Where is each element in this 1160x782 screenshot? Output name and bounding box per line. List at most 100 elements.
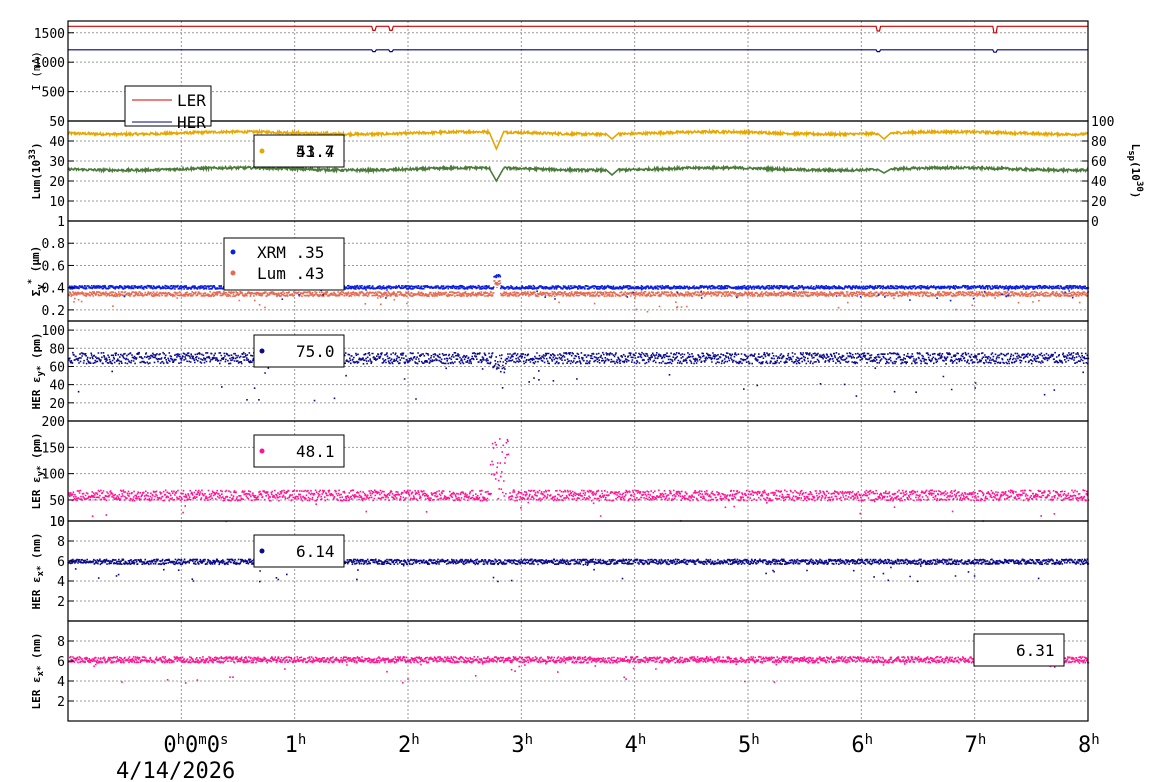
legend-value: 6.31 xyxy=(1016,641,1055,660)
legend-value-lum-2: 41.4 xyxy=(296,142,335,161)
scatter-series-points xyxy=(68,656,1090,684)
scatter-series-points xyxy=(68,558,1090,583)
y-tick-label: 10 xyxy=(49,515,65,530)
lum-series-line xyxy=(67,127,1089,151)
scatter-series-points xyxy=(68,351,1090,402)
legend-marker xyxy=(259,348,265,354)
y2-tick-label: 80 xyxy=(1091,135,1107,150)
x-tick-label: 5h xyxy=(738,732,760,758)
panel-frame xyxy=(67,220,1089,322)
y-tick-label: 40 xyxy=(49,379,65,394)
x-tick-label: 6h xyxy=(851,732,873,758)
legend-label-lum-size: Lum .43 xyxy=(257,264,324,283)
y-tick-label: 30 xyxy=(49,155,65,170)
scatter-series-points xyxy=(68,438,1090,523)
y-tick-label: 8 xyxy=(57,535,65,550)
y-tick-label: 1000 xyxy=(34,56,65,71)
legend-value: 6.14 xyxy=(296,542,335,561)
y-tick-label: 0.4 xyxy=(42,282,66,297)
current-legend xyxy=(124,85,212,127)
panel-frame xyxy=(67,320,1089,422)
y-tick-label: 0.2 xyxy=(42,304,65,319)
y-tick-label: 1500 xyxy=(34,27,65,42)
x-tick-label: 8h xyxy=(1078,732,1100,758)
y-tick-label: 20 xyxy=(49,397,65,412)
y-tick-label: 150 xyxy=(42,441,65,456)
y-axis-label: I (mA) xyxy=(30,51,43,91)
y-axis-label: LER εx* (nm) xyxy=(30,632,46,709)
date-label: 4/14/2026 xyxy=(116,759,235,782)
y-tick-label: 100 xyxy=(42,468,65,483)
y2-axis-label: Lsp(1030) xyxy=(1126,144,1144,199)
y-tick-label: 200 xyxy=(42,415,65,430)
y2-tick-label: 20 xyxy=(1091,195,1107,210)
legend-marker xyxy=(259,448,265,454)
y-axis-label: Lum(1033) xyxy=(28,142,43,199)
y-tick-label: 20 xyxy=(49,175,65,190)
legend-marker-xrm xyxy=(230,249,236,255)
y2-tick-label: 100 xyxy=(1091,115,1114,130)
y-tick-label: 8 xyxy=(57,635,65,650)
y-tick-label: 50 xyxy=(49,115,65,130)
y2-tick-label: 0 xyxy=(1091,215,1099,230)
legend-layer: LER HER 53.741.4 XRM .35 Lum .43 75.0 48.1 6.14… xyxy=(124,85,1065,667)
value-legend xyxy=(253,434,345,468)
x-tick-label: 4h xyxy=(625,732,647,758)
legend-value-lum-1: 53.7 xyxy=(296,142,335,161)
data-layer xyxy=(67,25,1090,684)
y-axis-label: Σy* (μm) xyxy=(27,246,46,297)
legend-marker-lum xyxy=(259,148,265,154)
y-tick-label: 4 xyxy=(57,675,65,690)
value-legend xyxy=(973,633,1065,667)
y-tick-label: 60 xyxy=(49,360,65,375)
y-tick-label: 40 xyxy=(49,135,65,150)
y-tick-label: 0.8 xyxy=(42,237,65,252)
y-tick-label: 10 xyxy=(49,515,65,530)
legend-value: 48.1 xyxy=(296,442,335,461)
value-legend xyxy=(253,334,345,368)
grid-layer xyxy=(68,21,1089,721)
current-series-line xyxy=(68,49,1088,53)
legend-label-ler: LER xyxy=(177,91,206,110)
current-series-line xyxy=(68,25,1088,34)
y-tick-label: 4 xyxy=(57,575,65,590)
lum-legend xyxy=(253,134,345,168)
y-axis-label: HER εx* (nm) xyxy=(30,532,46,609)
frame-layer xyxy=(67,20,1089,722)
y-tick-label: 0.6 xyxy=(42,259,65,274)
x-tick-label: 1h xyxy=(285,732,307,758)
y-tick-label: 6 xyxy=(57,555,65,570)
legend-label-xrm: XRM .35 xyxy=(257,243,324,262)
y-tick-label: 6 xyxy=(57,655,65,670)
legend-label-her: HER xyxy=(177,113,206,132)
panel-frame xyxy=(67,520,1089,622)
y2-tick-label: 60 xyxy=(1091,155,1107,170)
y-tick-label: 2 xyxy=(57,695,65,710)
panel-frame xyxy=(67,20,1089,122)
panel-frame xyxy=(67,120,1089,222)
sigma-legend xyxy=(223,237,345,291)
y-tick-label: 100 xyxy=(42,324,65,339)
legend-marker xyxy=(259,548,265,554)
lum-series-line xyxy=(67,164,1089,183)
x-tick-label: 3h xyxy=(511,732,533,758)
legend-value: 75.0 xyxy=(296,342,335,361)
y-tick-label: 2 xyxy=(57,595,65,610)
x-tick-label: 2h xyxy=(398,732,420,758)
y-tick-label: 500 xyxy=(42,86,65,101)
x-tick-label: 0h0m0s xyxy=(163,732,228,758)
value-legend xyxy=(253,534,345,568)
y-axis-label: LER εy* (pm) xyxy=(30,432,46,509)
scatter-series-points xyxy=(68,280,1090,313)
y-tick-label: 1 xyxy=(57,215,65,230)
scatter-series-points xyxy=(68,274,1090,302)
y2-tick-label: 40 xyxy=(1091,175,1107,190)
y-tick-label: 50 xyxy=(49,494,65,509)
x-tick-label: 7h xyxy=(965,732,987,758)
y-axis-label: HER εy* (pm) xyxy=(30,332,46,409)
y-tick-label: 10 xyxy=(49,195,65,210)
panel-frame xyxy=(67,420,1089,522)
legend-marker-lum-size xyxy=(230,270,236,276)
